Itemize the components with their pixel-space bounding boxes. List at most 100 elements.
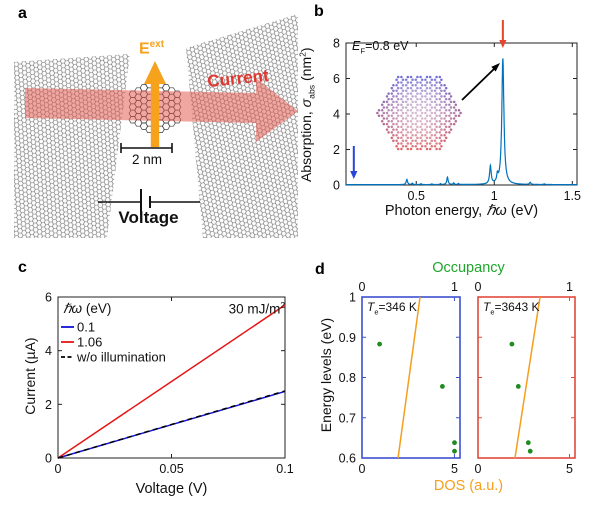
atom-dot [444, 92, 448, 95]
atom-dot [406, 120, 410, 123]
atom-dot [404, 145, 408, 148]
atom-dot [406, 75, 410, 79]
device-schematic [14, 14, 298, 238]
atom-dot [440, 78, 443, 81]
y-tick-label: 4 [45, 344, 52, 358]
atom-dot [390, 86, 394, 90]
atom-dot [419, 108, 422, 112]
atom-dot [425, 81, 429, 84]
atom-dot [414, 78, 418, 81]
atom-dot [392, 133, 395, 137]
atom-dot [416, 108, 419, 112]
atom-dot [424, 111, 427, 115]
atom-dot [433, 84, 437, 87]
panel-d: 0 1 0 5 1 0.9 0.8 0.7 0.6 0 1 0 5 d Occupancy DOS (a… [300, 250, 600, 507]
atom-dot [419, 142, 422, 145]
atom-dot [414, 139, 418, 142]
current-arrow [25, 78, 298, 142]
atom-dot [448, 125, 451, 129]
x-tick-label: 1.5 [564, 189, 581, 203]
atom-dot [444, 103, 448, 106]
atom-dot [420, 100, 424, 104]
atom-dot [414, 95, 418, 98]
atom-dot [449, 95, 453, 98]
atom-dot [443, 100, 446, 104]
atom-dot [401, 122, 405, 126]
atom-dot [419, 103, 422, 106]
atom-dot [392, 84, 395, 87]
atom-dot [444, 131, 448, 134]
panel-b: 0.5 1 1.5 0 2 4 6 8 b EF=0.8 eV Absorption, σab… [297, 0, 600, 250]
atom-dot [433, 117, 437, 120]
dos-occupancy-chart: 0 10 510.90.80.70.60 10 5 [339, 280, 576, 476]
atom-dot [411, 106, 414, 109]
atom-dot [401, 128, 405, 131]
atom-dot [411, 84, 414, 87]
atom-dot [400, 120, 403, 123]
atom-dot [428, 97, 432, 101]
atom-dot [454, 103, 458, 106]
atom-dot [382, 117, 386, 120]
atom-dot [382, 106, 386, 109]
atom-dot [438, 136, 442, 140]
atom-dot [425, 108, 429, 112]
atom-dot [411, 89, 414, 93]
atom-dot [380, 114, 384, 118]
atom-dot [411, 122, 414, 126]
atom-dot [404, 89, 408, 93]
iv-line-1-06 [57, 304, 286, 459]
atom-dot [411, 117, 414, 120]
atom-dot [420, 133, 424, 137]
atom-dot [396, 108, 400, 112]
atom-dot [425, 92, 429, 95]
occupancy-dot [527, 448, 533, 454]
atom-dot [392, 100, 395, 104]
atom-dot [428, 147, 432, 151]
atom-dot [387, 97, 390, 101]
atom-dot [390, 125, 394, 129]
atom-dot [438, 120, 442, 123]
atom-dot [401, 100, 405, 104]
atom-dot [430, 133, 434, 137]
atom-dot [406, 81, 410, 84]
atom-dot [428, 114, 432, 118]
atom-dot [419, 75, 422, 79]
atom-dot [400, 114, 403, 118]
atom-dot [433, 145, 437, 148]
atom-dot [438, 97, 442, 101]
atom-dot [414, 122, 418, 126]
atom-dot [395, 145, 398, 148]
atom-dot [401, 78, 405, 81]
atom-dot [416, 86, 419, 90]
atom-dot [440, 128, 443, 131]
atom-dot [438, 75, 442, 79]
atom-dot [433, 78, 437, 81]
atom-dot [449, 128, 453, 131]
atom-dot [414, 128, 418, 131]
atom-dot [435, 108, 438, 112]
atom-dot [448, 92, 451, 95]
atom-dot [400, 97, 403, 101]
atom-dot [424, 78, 427, 81]
legend-entry-label: w/o illumination [76, 350, 166, 365]
atom-dot [430, 84, 434, 87]
dos-tick-label: 5 [566, 462, 573, 476]
atom-dot [440, 106, 443, 109]
atom-dot [430, 100, 434, 104]
atom-dot [404, 111, 408, 115]
atom-dot [449, 117, 453, 120]
atom-dot [438, 81, 442, 84]
graphene-sheet-right [186, 14, 298, 238]
atom-dot [449, 111, 453, 115]
atom-dot [424, 139, 427, 142]
atom-dot [420, 128, 424, 131]
atom-dot [420, 145, 424, 148]
atom-dot [424, 128, 427, 131]
occupancy-dot [525, 440, 531, 446]
atom-dot [433, 128, 437, 131]
atom-dot [443, 95, 446, 98]
atom-dot [396, 131, 400, 134]
atom-dot [440, 145, 443, 148]
atom-dot [435, 120, 438, 123]
